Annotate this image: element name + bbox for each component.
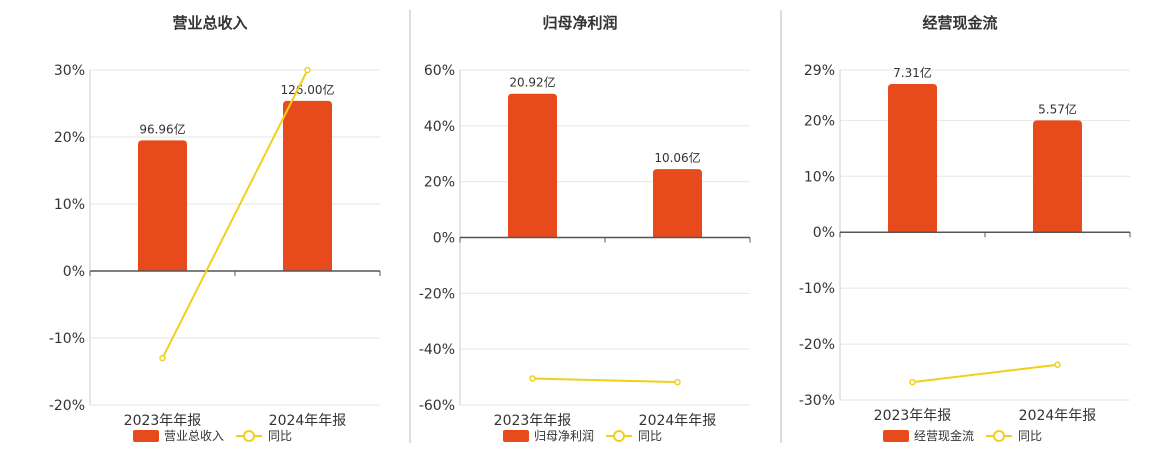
y-tick-label: 20% (424, 175, 455, 191)
legend-line-marker (613, 430, 625, 442)
yoy-point (1054, 361, 1061, 369)
yoy-point (674, 378, 681, 386)
legend-bar-swatch (883, 430, 909, 442)
y-tick-label: -30% (799, 393, 835, 409)
chart-title: 营业总收入 (172, 14, 247, 32)
bar (888, 83, 937, 233)
y-tick-label: 60% (424, 63, 455, 79)
y-tick-label: 0% (813, 225, 835, 241)
bar-data-label: 5.57亿 (1038, 101, 1077, 116)
legend-bar-label: 归母净利润 (534, 429, 594, 443)
x-category-label: 2023年年报 (874, 408, 952, 424)
y-tick-label: 0% (63, 264, 85, 280)
legend-line-label: 同比 (638, 429, 662, 443)
bar-data-label: 10.06亿 (654, 150, 700, 165)
chart-panel-3: 经营现金流 29% 20% 10% 0% -10% -20% -30% 7.31亿 5.57亿 20… (799, 14, 1131, 443)
x-category-label: 2024年年报 (1019, 408, 1097, 424)
y-tick-label: -60% (419, 398, 455, 414)
legend-line-label: 同比 (268, 429, 292, 443)
legend-line-label: 同比 (1018, 429, 1042, 443)
bar-data-label: 96.96亿 (139, 121, 185, 136)
y-tick-label: 20% (804, 113, 835, 129)
y-tick-label: -20% (799, 337, 835, 353)
bar (1033, 120, 1082, 233)
chart-title: 经营现金流 (922, 14, 997, 32)
chart-panel-2: 归母净利润 60% 40% 20% 0% -20% -40% -60% 20.92亿 10.06亿… (419, 14, 751, 443)
yoy-line (161, 69, 309, 359)
bar (508, 93, 557, 238)
bar (283, 100, 332, 271)
y-tick-label: 40% (424, 119, 455, 135)
yoy-line (912, 363, 1058, 384)
bar-data-label: 20.92亿 (509, 75, 555, 90)
legend-bar-label: 经营现金流 (914, 428, 974, 443)
y-tick-label: -40% (419, 342, 455, 358)
legend-bar-label: 营业总收入 (164, 429, 224, 443)
legend-line-marker (993, 430, 1005, 442)
y-tick-label: -20% (49, 398, 85, 414)
y-tick-label: 0% (433, 231, 455, 247)
x-category-label: 2024年年报 (269, 413, 347, 429)
bar-data-label: 126.00亿 (281, 82, 335, 97)
yoy-point (159, 354, 166, 362)
y-tick-label: 20% (54, 130, 85, 146)
bar-data-label: 7.31亿 (893, 65, 932, 80)
x-category-label: 2024年年报 (639, 413, 717, 429)
yoy-point (304, 66, 311, 74)
x-category-label: 2023年年报 (124, 413, 202, 429)
yoy-point (529, 375, 536, 382)
y-tick-label: -10% (799, 281, 835, 297)
chart-panel-1: 营业总收入 30% 20% 10% 0% -10% -20% 96.96亿 126.00亿 202… (49, 14, 381, 443)
legend-bar-swatch (503, 430, 529, 442)
y-tick-label: -10% (49, 331, 85, 347)
y-tick-label: 30% (54, 63, 85, 79)
bar (653, 169, 702, 238)
y-tick-label: 29% (804, 63, 835, 79)
chart-title: 归母净利润 (542, 14, 617, 32)
legend-line-marker (243, 430, 255, 442)
yoy-line (532, 377, 678, 384)
y-tick-label: -20% (419, 286, 455, 302)
y-tick-label: 10% (804, 169, 835, 185)
y-tick-label: 10% (54, 197, 85, 213)
bar (138, 140, 187, 271)
yoy-point (909, 378, 916, 386)
legend-bar-swatch (133, 430, 159, 442)
x-category-label: 2023年年报 (494, 413, 572, 429)
